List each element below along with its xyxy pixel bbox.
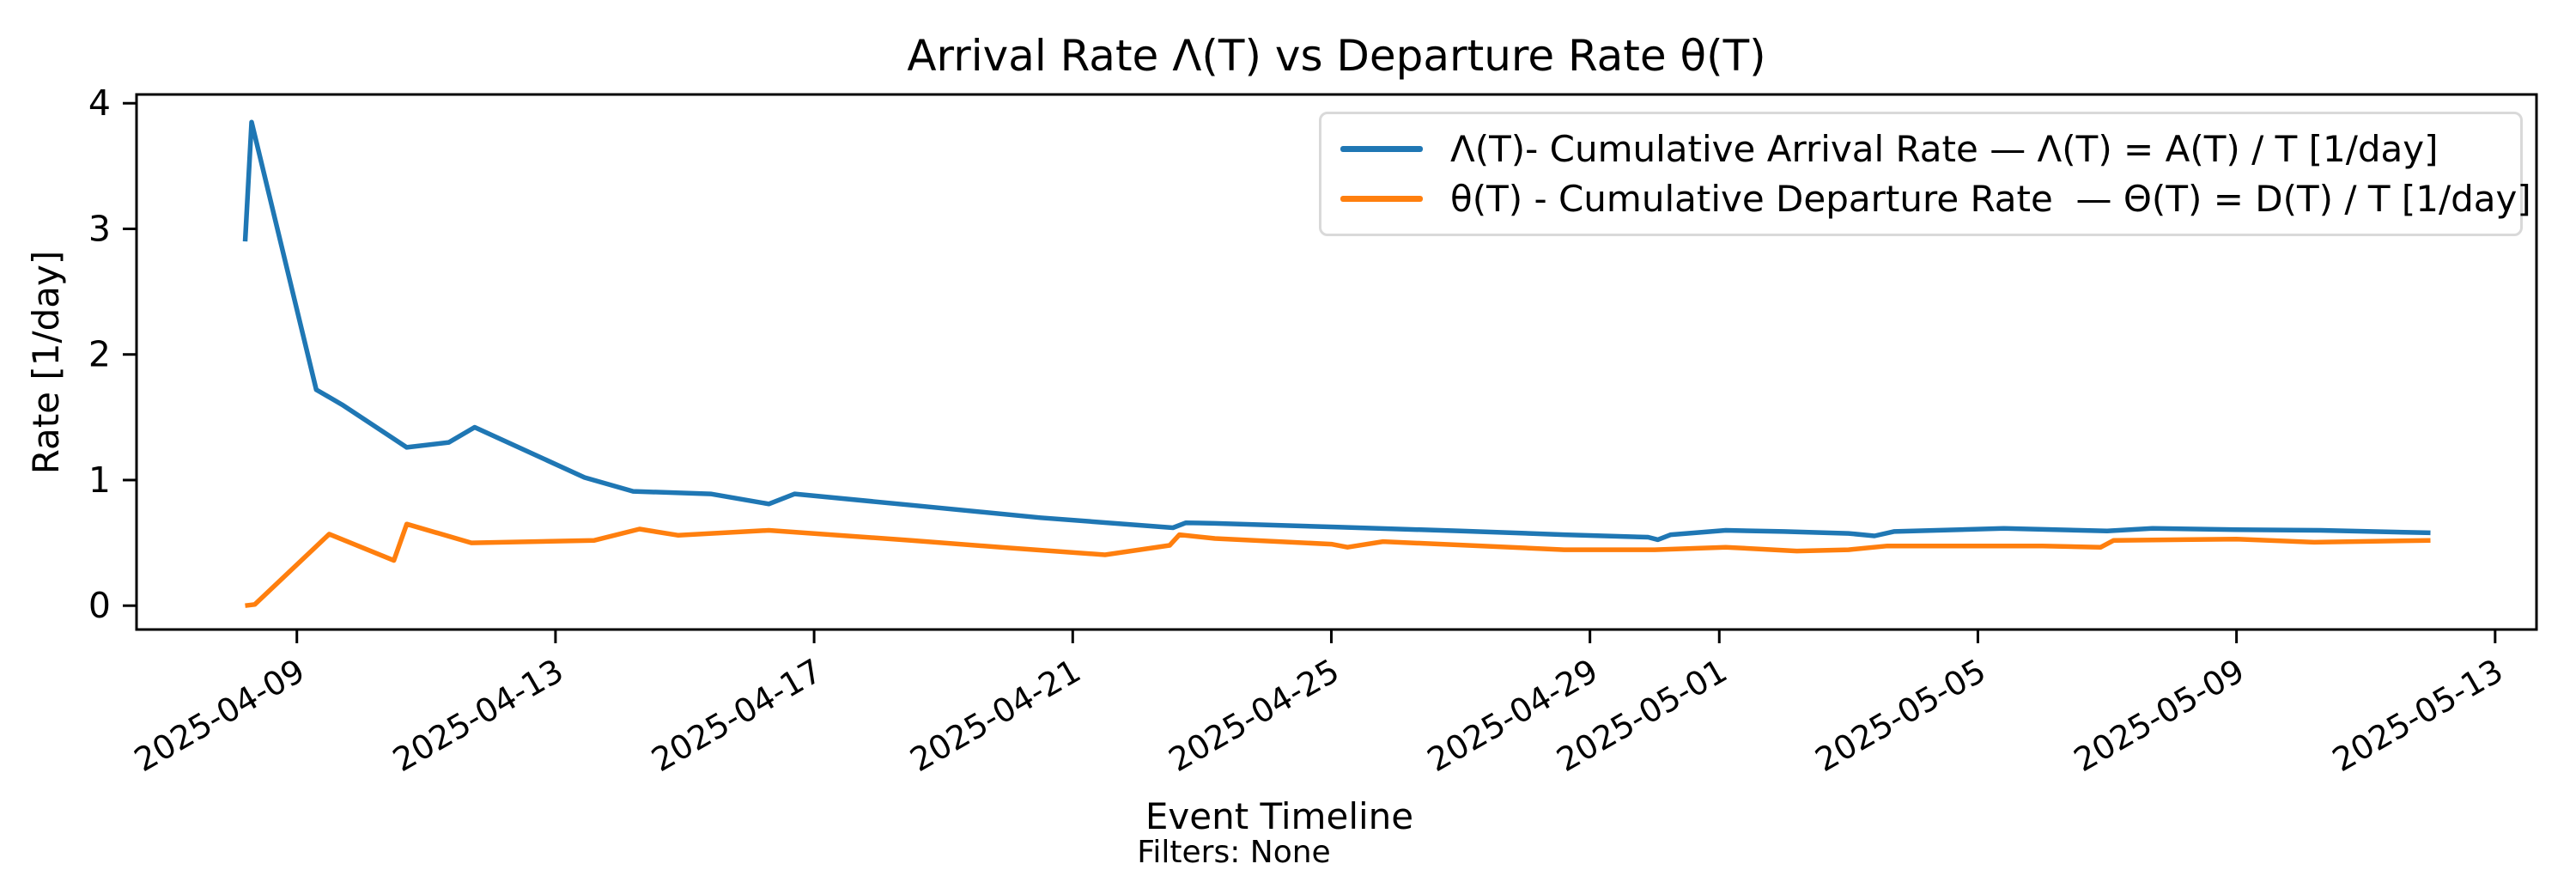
- departure-line-swatch: [1340, 196, 1423, 203]
- x-axis-label: Event Timeline: [1145, 795, 1414, 837]
- arrival-line-swatch: [1340, 145, 1423, 152]
- x-tick-label: 2025-05-09: [2068, 652, 2251, 780]
- x-tick-label: 2025-04-17: [645, 652, 828, 780]
- departure-rate-line: [245, 521, 2431, 608]
- y-axis-label: Rate [1/day]: [25, 250, 67, 475]
- x-tick-label: 2025-05-05: [1809, 652, 1992, 780]
- filters-note: Filters: None: [1137, 835, 1331, 870]
- chart-legend: Λ(T)- Cumulative Arrival Rate — Λ(T) = A…: [1319, 112, 2531, 236]
- arrival-rate-line: [242, 119, 2431, 543]
- x-tick-label: 2025-04-13: [386, 652, 569, 780]
- y-tick-label: 0: [88, 585, 111, 626]
- legend-entry-departure-rate: θ(T) - Cumulative Departure Rate — Θ(T) …: [1321, 178, 2531, 220]
- legend-label-departure: θ(T) - Cumulative Departure Rate — Θ(T) …: [1450, 178, 2531, 221]
- x-tick-label: 2025-04-25: [1163, 652, 1346, 780]
- legend-label-arrival: Λ(T)- Cumulative Arrival Rate — Λ(T) = A…: [1450, 127, 2439, 170]
- y-tick-label: 1: [88, 459, 111, 501]
- x-tick-label: 2025-04-09: [128, 652, 311, 780]
- chart-title: Arrival Rate Λ(T) vs Departure Rate θ(T): [907, 31, 1766, 81]
- y-tick-label: 2: [88, 334, 111, 375]
- y-tick-label: 3: [88, 208, 111, 249]
- legend-entry-arrival-rate: Λ(T)- Cumulative Arrival Rate — Λ(T) = A…: [1321, 128, 2520, 170]
- x-tick-label: 2025-05-13: [2326, 652, 2509, 780]
- x-tick-label: 2025-04-21: [904, 652, 1087, 780]
- y-tick-label: 4: [88, 82, 111, 124]
- axes-spines: [135, 93, 2538, 631]
